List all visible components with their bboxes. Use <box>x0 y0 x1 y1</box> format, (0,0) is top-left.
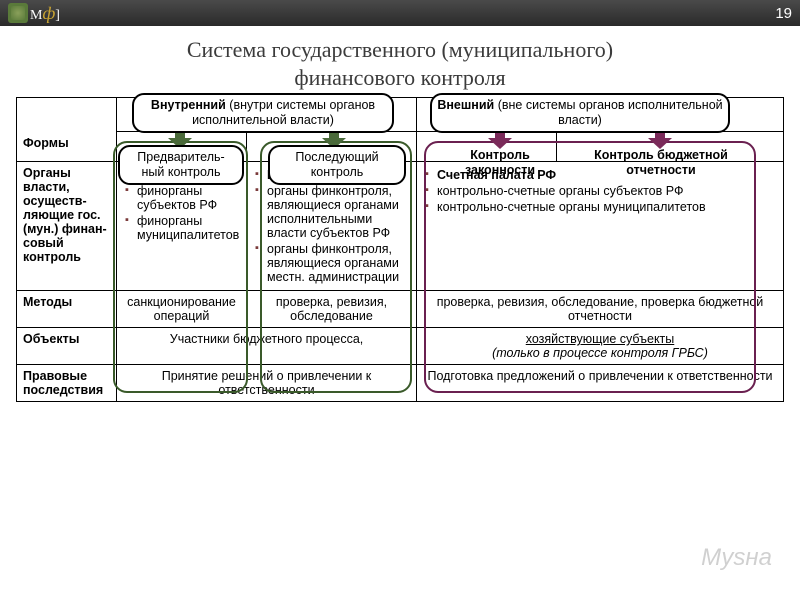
row-organs-label: Органы власти, осуществ- ляющие гос. (му… <box>17 162 117 291</box>
box-legality: Контрользаконности <box>440 145 560 181</box>
slide-title: Система государственного (муниципального… <box>0 26 800 97</box>
methods-c34: проверка, ревизия, обследование, проверк… <box>417 291 784 328</box>
conseq-c34: Подготовка предложений о привлечении к о… <box>417 365 784 402</box>
objects-c12: Участники бюджетного процесса, <box>117 328 417 365</box>
box-budget: Контроль бюджетнойотчетности <box>576 145 746 181</box>
page-number: 19 <box>775 5 792 22</box>
methods-c2: проверка, ревизия, обследование <box>247 291 417 328</box>
box-internal: Внутренний (внутри системы органов испол… <box>132 93 394 133</box>
crest-icon <box>8 3 28 23</box>
slide-header: Мф] 19 <box>0 0 800 26</box>
box-external: Внешний (вне системы органов исполнитель… <box>430 93 730 133</box>
conseq-c12: Принятие решений о привлечении к ответст… <box>117 365 417 402</box>
box-subsequent: Последующийконтроль <box>268 145 406 185</box>
row-methods-label: Методы <box>17 291 117 328</box>
methods-c1: санкционирование операций <box>117 291 247 328</box>
row-conseq-label: Правовые последствия <box>17 365 117 402</box>
logo-text: Мф] <box>30 3 60 24</box>
row-objects-label: Объекты <box>17 328 117 365</box>
content-wrap: Формы Органы власти, осуществ- ляющие го… <box>0 97 800 410</box>
logo: Мф] <box>8 3 60 24</box>
objects-c34: хозяйствующие субъекты (только в процесс… <box>417 328 784 365</box>
row-forms-label: Формы <box>17 132 117 162</box>
watermark: Муѕна <box>701 544 772 572</box>
box-preliminary: Предваритель-ный контроль <box>118 145 244 185</box>
